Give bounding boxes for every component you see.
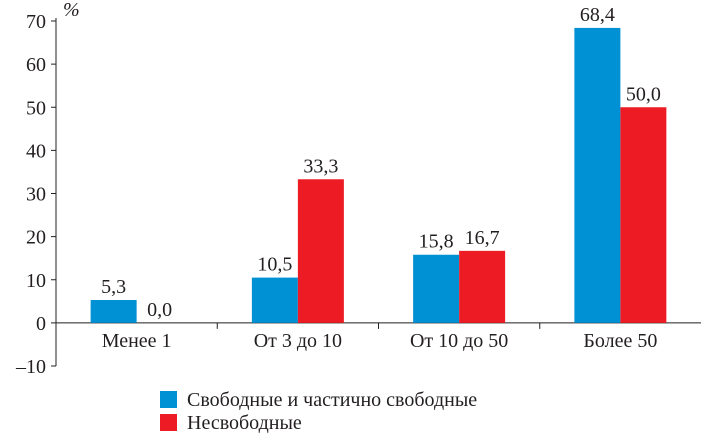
legend-item-series-1: Свободные и частично свободные [160,388,477,411]
legend-swatch-series-2 [160,414,177,431]
x-category-label: Менее 1 [102,330,172,352]
y-tick-label: 10 [26,270,46,292]
y-unit-label: % [63,0,80,21]
chart-legend: Свободные и частично свободные Несвободн… [160,388,477,434]
y-tick-label: 50 [26,97,46,119]
data-label: 10,5 [257,254,292,276]
legend-swatch-series-1 [160,391,177,408]
y-tick-label: 0 [36,313,46,335]
data-label: 16,7 [465,227,500,249]
bar [413,254,460,323]
data-label: 33,3 [303,155,338,177]
data-label: 50,0 [626,83,661,105]
x-category-label: От 3 до 10 [254,330,342,352]
bar-chart: % –10 0 10 20 30 40 50 60 70 Менее 1 5,3 0,0 От 3 до… [15,0,701,378]
chart-labels: Менее 1 5,3 0,0 От 3 до 10 10,5 33,3 От 10 до … [101,4,661,352]
y-tick-label: –10 [15,356,46,378]
bar [251,277,298,323]
x-category-label: От 10 до 50 [410,330,508,352]
bar [90,300,137,323]
y-tick-label: 70 [26,11,46,33]
data-label: 15,8 [419,231,454,253]
legend-label-series-2: Несвободные [187,411,302,434]
x-category-label: Более 50 [583,330,657,352]
bar [297,179,344,323]
data-label: 68,4 [580,4,615,26]
bar [574,27,621,323]
chart-bars [90,27,667,323]
y-tick-label: 30 [26,184,46,206]
data-label: 0,0 [147,299,172,321]
bar [459,250,506,323]
data-label: 5,3 [101,276,126,298]
y-tick-label: 20 [26,227,46,249]
y-tick-label: 40 [26,140,46,162]
y-tick-label: 60 [26,54,46,76]
legend-item-series-2: Несвободные [160,411,477,434]
legend-label-series-1: Свободные и частично свободные [187,388,478,411]
bar [620,107,667,323]
